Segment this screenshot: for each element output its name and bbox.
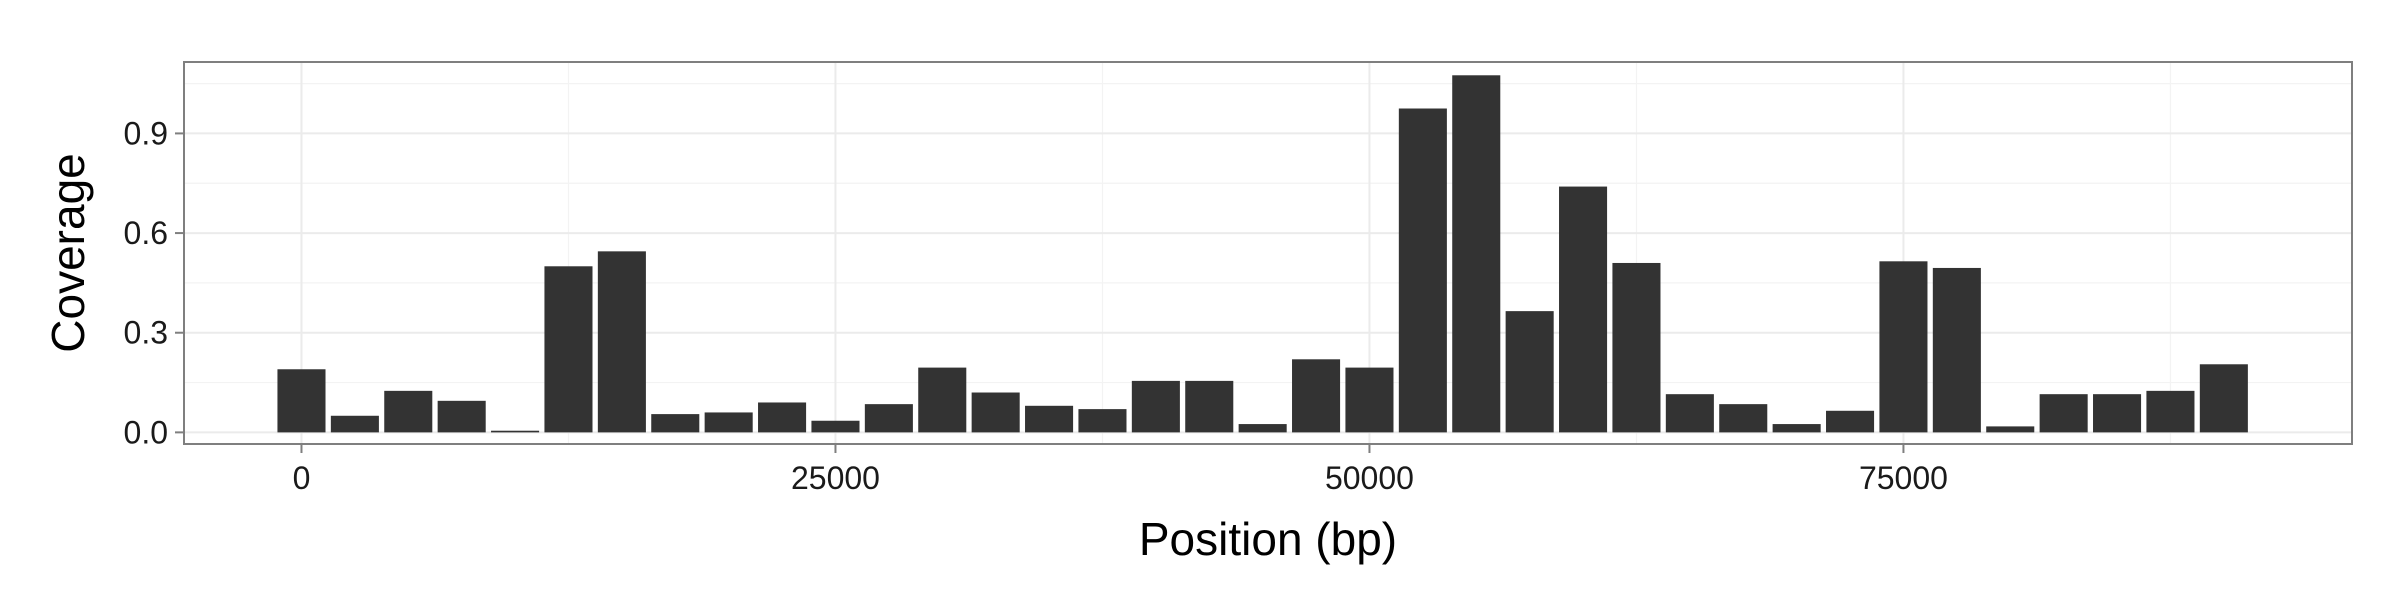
bar [384,390,433,433]
bar [918,367,967,433]
bar [1826,410,1875,433]
bar [2146,390,2195,433]
bar [811,420,860,433]
bar [1772,424,1821,433]
bar [1185,380,1234,433]
y-tick-label: 0.9 [124,115,168,151]
bar [864,404,913,433]
bar [704,412,753,433]
bar [2199,364,2248,433]
bars-layer [277,75,2248,433]
bar [1345,367,1394,433]
bar [1238,424,1287,433]
bar [1025,405,1074,433]
bar [491,430,540,433]
bar [1986,426,2035,433]
bar [1131,380,1180,433]
x-tick-label: 25000 [791,460,880,496]
x-tick-label: 50000 [1325,460,1414,496]
bar [1505,311,1554,433]
bar [2093,394,2142,433]
y-axis-title: Coverage [42,153,94,352]
bar [1932,267,1981,433]
x-tick-label: 75000 [1859,460,1948,496]
bar [2039,394,2088,433]
y-tick-label: 0.3 [124,315,168,351]
bar [971,392,1020,433]
bar [597,251,646,433]
plot-panel-border [183,61,2353,445]
bar [1078,409,1127,433]
bar [1292,359,1341,433]
bar [1879,261,1928,433]
bar [1398,108,1447,433]
x-tick-label: 0 [293,460,311,496]
bar [1559,186,1608,433]
y-tick-label: 0.6 [124,215,168,251]
bar [758,402,807,433]
x-axis: 0 25000 50000 75000 [293,444,1948,496]
bar [1719,404,1768,433]
bar [544,266,593,433]
bar [437,400,486,433]
y-tick-label: 0.0 [124,414,168,450]
bar [1612,262,1661,433]
bar [277,369,326,433]
y-axis: 0.0 0.3 0.6 0.9 [124,115,184,450]
bar [651,414,700,433]
bar [1665,394,1714,433]
plot-panel-background [184,62,2352,444]
bar [1452,75,1501,433]
x-axis-title: Position (bp) [1139,513,1397,565]
bar [330,415,379,433]
